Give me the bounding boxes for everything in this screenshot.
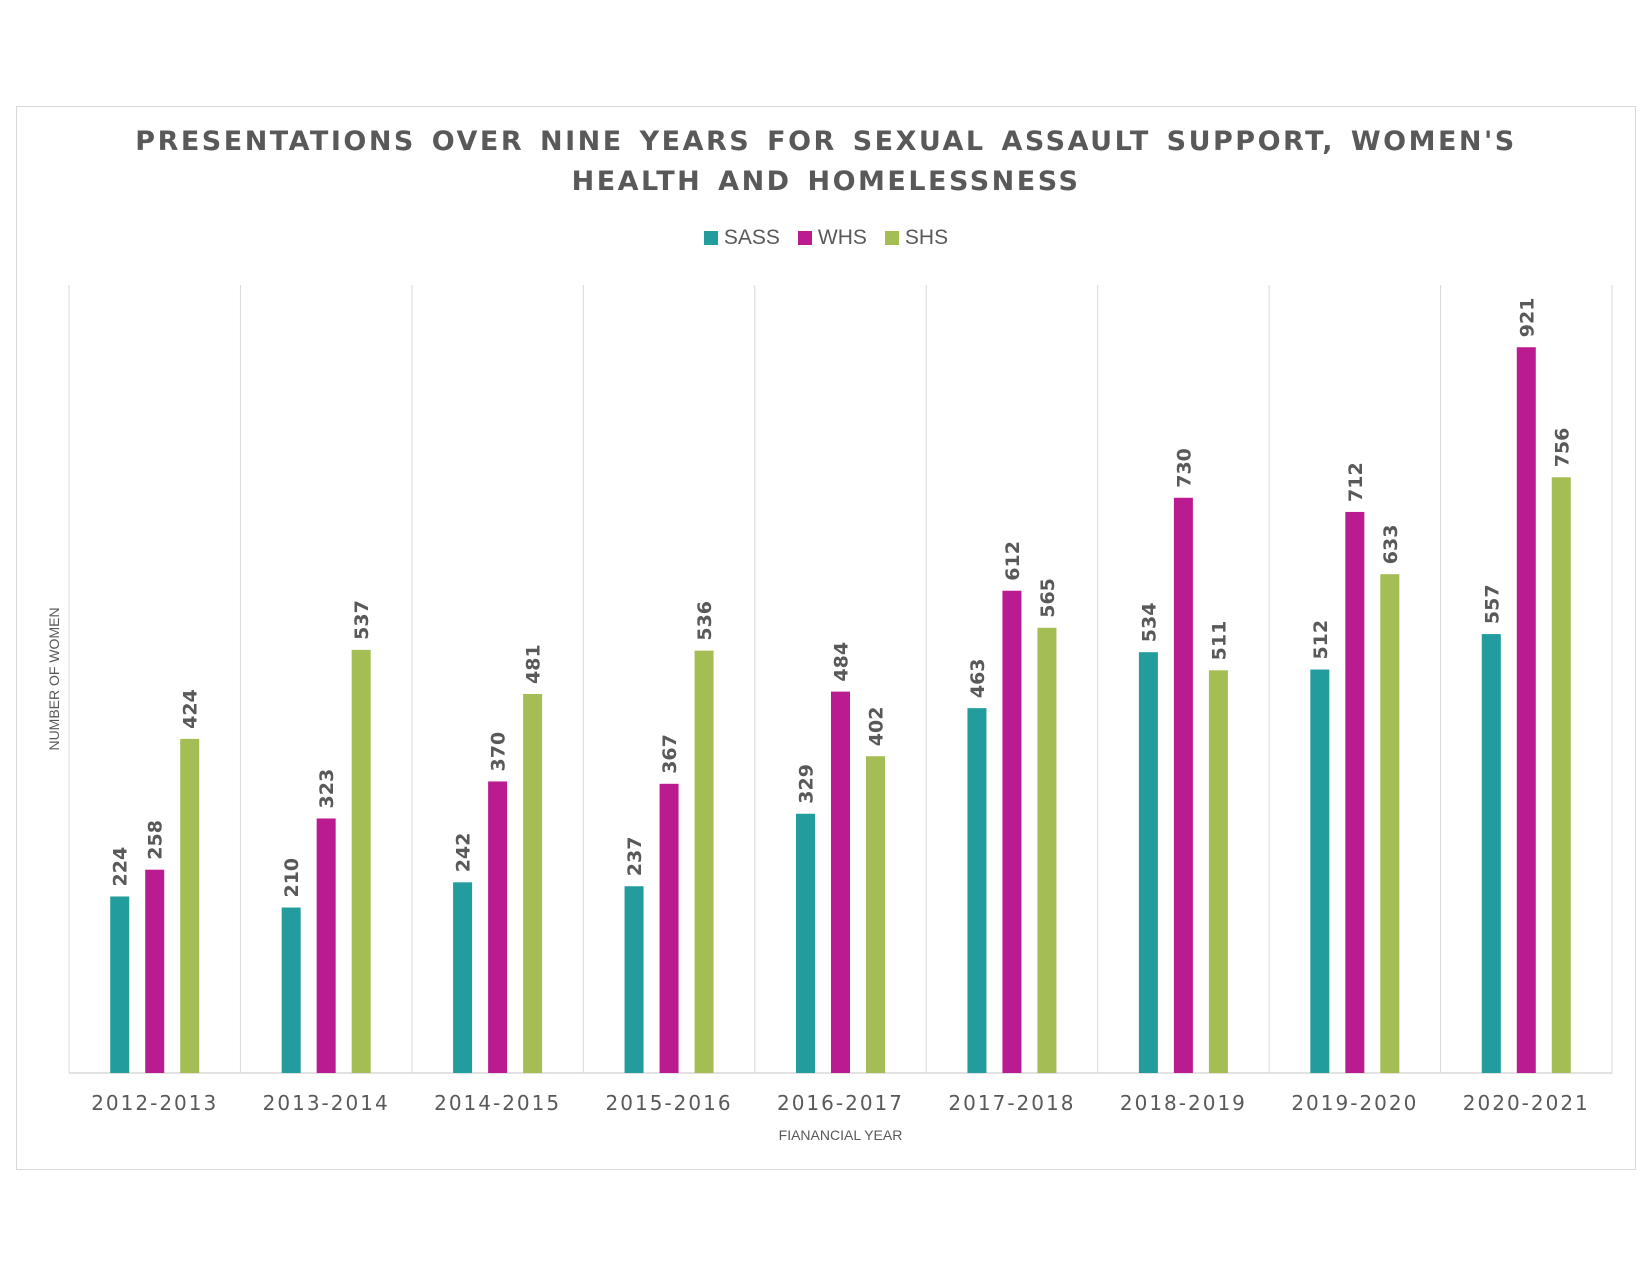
bar-shs bbox=[180, 738, 200, 1073]
bar-sass bbox=[281, 907, 301, 1073]
bar-shs bbox=[694, 650, 714, 1073]
x-tick-label: 2020-2021 bbox=[1463, 1091, 1590, 1115]
data-label-sass: 224 bbox=[110, 847, 132, 887]
legend-swatch-shs bbox=[884, 231, 899, 245]
legend-item-sass: SASS bbox=[703, 226, 780, 250]
bar-whs bbox=[145, 869, 165, 1073]
data-label-whs: 612 bbox=[1002, 541, 1024, 581]
data-label-shs: 537 bbox=[351, 600, 373, 640]
x-axis-title: FIANANCIAL YEAR bbox=[779, 1127, 903, 1143]
bar-sass bbox=[110, 896, 130, 1073]
chart-title: PRESENTATIONS OVER NINE YEARS FOR SEXUAL… bbox=[135, 126, 1517, 197]
bar-sass bbox=[624, 886, 644, 1073]
bar-shs bbox=[523, 693, 543, 1073]
bar-sass bbox=[1481, 634, 1501, 1073]
y-axis-title: NUMBER OF WOMEN bbox=[46, 607, 62, 750]
data-label-whs: 712 bbox=[1345, 462, 1367, 502]
data-label-whs: 323 bbox=[316, 769, 338, 809]
bar-whs bbox=[1516, 347, 1536, 1073]
x-tick-label: 2018-2019 bbox=[1120, 1091, 1247, 1115]
legend-label-shs: SHS bbox=[904, 226, 949, 249]
data-label-shs: 536 bbox=[694, 601, 716, 641]
data-label-shs: 756 bbox=[1551, 428, 1573, 468]
bar-whs bbox=[659, 783, 679, 1073]
bar-shs bbox=[866, 756, 885, 1073]
legend-label-sass: SASS bbox=[723, 226, 780, 249]
legend-item-shs: SHS bbox=[884, 226, 949, 250]
legend-item-whs: WHS bbox=[797, 226, 867, 250]
bar-sass bbox=[796, 813, 815, 1073]
data-label-whs: 367 bbox=[659, 734, 681, 774]
bar-shs bbox=[1037, 627, 1057, 1073]
bar-sass bbox=[1310, 669, 1330, 1073]
x-tick-label: 2019-2020 bbox=[1291, 1091, 1418, 1115]
data-label-sass: 557 bbox=[1481, 584, 1503, 624]
legend-swatch-sass bbox=[703, 231, 718, 245]
data-label-whs: 730 bbox=[1173, 448, 1195, 488]
data-label-shs: 565 bbox=[1037, 578, 1059, 618]
x-tick-label: 2016-2017 bbox=[777, 1091, 904, 1115]
data-label-sass: 242 bbox=[453, 833, 475, 873]
x-tick-label: 2014-2015 bbox=[434, 1091, 561, 1115]
data-label-shs: 424 bbox=[180, 689, 202, 729]
data-label-whs: 484 bbox=[831, 642, 853, 682]
legend-swatch-whs bbox=[797, 231, 812, 245]
bar-whs bbox=[831, 691, 850, 1073]
x-tick-label: 2012-2013 bbox=[91, 1091, 218, 1115]
data-label-sass: 210 bbox=[281, 858, 303, 898]
data-label-shs: 481 bbox=[523, 644, 545, 684]
bar-shs bbox=[351, 649, 371, 1073]
data-label-sass: 534 bbox=[1138, 603, 1160, 643]
data-label-sass: 329 bbox=[796, 764, 818, 804]
bar-sass bbox=[453, 882, 473, 1073]
bar-sass bbox=[1138, 652, 1158, 1073]
bar-shs bbox=[1208, 670, 1228, 1073]
bar-whs bbox=[1002, 590, 1022, 1073]
bar-shs bbox=[1551, 477, 1571, 1074]
data-label-shs: 511 bbox=[1208, 621, 1230, 661]
data-label-sass: 237 bbox=[624, 837, 646, 877]
data-label-sass: 512 bbox=[1310, 620, 1332, 660]
data-label-shs: 633 bbox=[1380, 525, 1402, 565]
bar-whs bbox=[316, 818, 336, 1073]
x-tick-label: 2017-2018 bbox=[948, 1091, 1075, 1115]
bar-whs bbox=[488, 781, 508, 1073]
data-label-shs: 402 bbox=[866, 707, 888, 747]
data-label-whs: 258 bbox=[145, 820, 167, 860]
bar-whs bbox=[1345, 511, 1365, 1074]
chart-legend: SASS WHS SHS bbox=[16, 226, 1636, 250]
legend-label-whs: WHS bbox=[817, 226, 867, 249]
data-label-whs: 370 bbox=[488, 732, 510, 772]
bar-shs bbox=[1380, 574, 1400, 1073]
x-tick-label: 2015-2016 bbox=[606, 1091, 733, 1115]
bar-whs bbox=[1173, 497, 1193, 1073]
data-label-whs: 921 bbox=[1516, 298, 1538, 338]
bar-sass bbox=[967, 708, 987, 1073]
x-tick-label: 2013-2014 bbox=[263, 1091, 390, 1115]
data-label-sass: 463 bbox=[967, 658, 989, 698]
